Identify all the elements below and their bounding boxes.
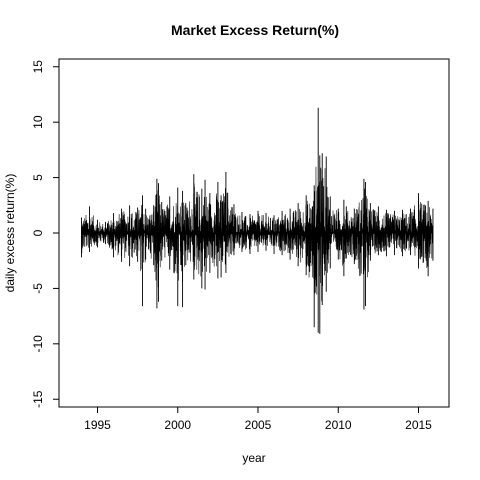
x-tick-label: 2005	[245, 418, 272, 432]
data-layer	[81, 107, 434, 334]
x-tick-label: 1995	[84, 418, 111, 432]
return-series-line	[81, 166, 434, 302]
y-tick-label: 10	[31, 115, 45, 129]
x-tick-label: 2015	[405, 418, 432, 432]
x-axis: 1995 2000 2005 2010 2015	[84, 406, 432, 432]
x-axis-label: year	[242, 451, 265, 465]
y-tick-label: 0	[31, 229, 45, 236]
y-tick-label: -15	[31, 390, 45, 408]
y-tick-label: 15	[31, 60, 45, 74]
y-axis-label: daily excess return(%)	[3, 174, 17, 293]
x-tick-label: 2000	[164, 418, 191, 432]
x-tick-label: 2010	[325, 418, 352, 432]
y-tick-label: -10	[31, 335, 45, 353]
y-tick-label: 5	[31, 174, 45, 181]
chart-title: Market Excess Return(%)	[171, 22, 339, 38]
y-tick-label: -5	[31, 283, 45, 294]
y-axis: -15 -10 -5 0 5 10 15	[31, 60, 60, 408]
